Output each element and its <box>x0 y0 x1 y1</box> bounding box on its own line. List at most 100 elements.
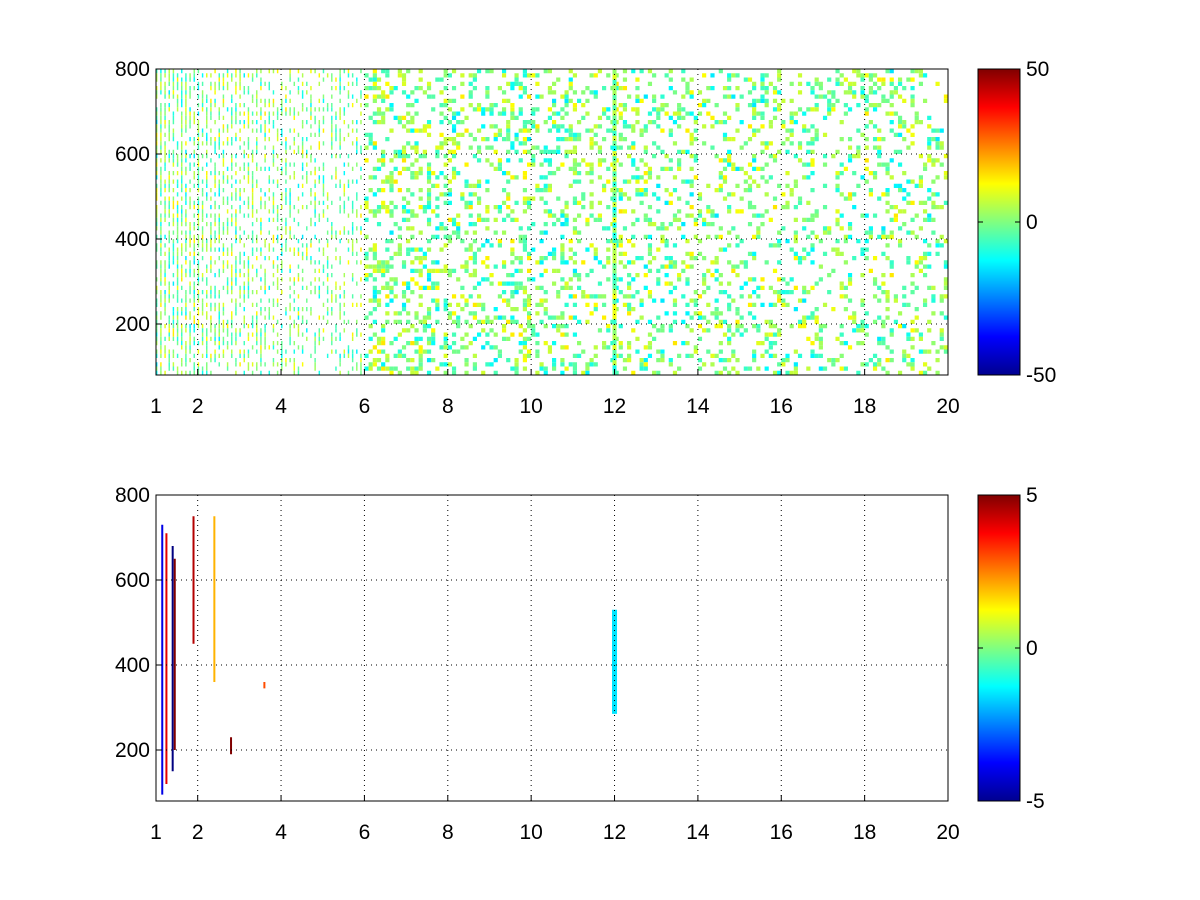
heatmap-cell <box>160 315 162 320</box>
heatmap-cell <box>418 285 423 290</box>
heatmap-cell <box>164 353 166 358</box>
heatmap-cell <box>627 307 632 312</box>
heatmap-cell <box>351 128 354 133</box>
heatmap-cell <box>747 162 753 167</box>
heatmap-cell <box>451 175 457 180</box>
heatmap-cell <box>256 217 258 222</box>
heatmap-cell <box>797 298 803 303</box>
heatmap-cell <box>226 124 229 129</box>
heatmap-cell <box>431 260 436 265</box>
heatmap-cell <box>189 188 191 193</box>
heatmap-cell <box>185 141 187 146</box>
heatmap-cell <box>331 115 333 120</box>
heatmap-cell <box>360 205 362 210</box>
heatmap-cell <box>672 111 678 116</box>
heatmap-cell <box>260 247 262 252</box>
heatmap-cell <box>318 107 321 112</box>
heatmap-cell <box>210 324 212 329</box>
heatmap-cell <box>164 141 166 146</box>
heatmap-cell <box>510 319 515 324</box>
heatmap-cell <box>760 285 765 290</box>
heatmap-cell <box>172 115 175 120</box>
heatmap-cell <box>360 90 362 95</box>
heatmap-cell <box>935 137 940 142</box>
heatmap-cell <box>276 111 279 116</box>
heatmap-cell <box>185 370 187 375</box>
heatmap-cell <box>218 132 220 137</box>
heatmap-cell <box>485 145 490 150</box>
heatmap-cell <box>647 175 653 180</box>
heatmap-cell <box>727 73 732 78</box>
heatmap-cell <box>197 86 200 91</box>
heatmap-cell <box>218 302 220 307</box>
heatmap-cell <box>251 302 254 307</box>
heatmap-cell <box>781 302 786 307</box>
heatmap-cell <box>326 230 329 235</box>
heatmap-cell <box>326 243 329 248</box>
heatmap-cell <box>906 200 911 205</box>
heatmap-cell <box>489 319 494 324</box>
heatmap-cell <box>810 230 815 235</box>
heatmap-cell <box>814 107 819 112</box>
heatmap-cell <box>522 188 527 193</box>
heatmap-cell <box>168 319 170 324</box>
heatmap-column-cell <box>612 130 617 136</box>
heatmap-cell <box>777 298 782 303</box>
heatmap-cell <box>560 115 565 120</box>
heatmap-cell <box>622 192 628 197</box>
heatmap-cell <box>210 315 212 320</box>
heatmap-cell <box>731 162 736 167</box>
heatmap-cell <box>285 222 287 227</box>
heatmap-cell <box>685 353 690 358</box>
heatmap-cell <box>814 319 819 324</box>
heatmap-cell <box>852 94 857 99</box>
heatmap-cell <box>656 183 661 188</box>
heatmap-cell <box>368 175 373 180</box>
heatmap-cell <box>539 175 544 180</box>
heatmap-cell <box>456 132 461 137</box>
heatmap-cell <box>539 94 544 99</box>
heatmap-cell <box>431 107 436 112</box>
heatmap-cell <box>872 294 878 299</box>
heatmap-cell <box>781 298 786 303</box>
heatmap-cell <box>535 302 540 307</box>
heatmap-cell <box>176 251 179 256</box>
heatmap-cell <box>714 154 719 159</box>
heatmap-cell <box>156 107 158 112</box>
heatmap-cell <box>860 132 865 137</box>
heatmap-cell <box>164 111 166 116</box>
heatmap-cell <box>568 81 573 86</box>
heatmap-cell <box>627 345 632 350</box>
heatmap-cell <box>593 302 598 307</box>
heatmap-cell <box>376 107 382 112</box>
heatmap-cell <box>251 332 254 337</box>
heatmap-cell <box>647 120 653 125</box>
heatmap-cell <box>510 175 515 180</box>
heatmap-cell <box>372 73 377 78</box>
heatmap-cell <box>343 69 346 74</box>
heatmap-cell <box>156 311 158 316</box>
heatmap-cell <box>897 188 903 193</box>
heatmap-cell <box>335 115 337 120</box>
heatmap-cell <box>264 239 266 244</box>
heatmap-cell <box>572 268 578 273</box>
heatmap-cell <box>581 196 586 201</box>
heatmap-cell <box>506 298 511 303</box>
heatmap-cell <box>164 370 166 375</box>
heatmap-column-cell <box>612 242 617 248</box>
heatmap-cell <box>714 256 719 261</box>
heatmap-cell <box>347 132 350 137</box>
heatmap-cell <box>818 336 823 341</box>
heatmap-cell <box>451 98 457 103</box>
heatmap-cell <box>222 302 225 307</box>
heatmap-cell <box>235 69 237 74</box>
heatmap-cell <box>185 90 187 95</box>
heatmap-cell <box>739 315 744 320</box>
heatmap-cell <box>164 277 166 282</box>
heatmap-cell <box>356 149 358 154</box>
heatmap-cell <box>172 73 175 78</box>
heatmap-cell <box>602 315 607 320</box>
heatmap-cell <box>285 196 287 201</box>
heatmap-cell <box>718 175 723 180</box>
heatmap-cell <box>660 226 665 231</box>
